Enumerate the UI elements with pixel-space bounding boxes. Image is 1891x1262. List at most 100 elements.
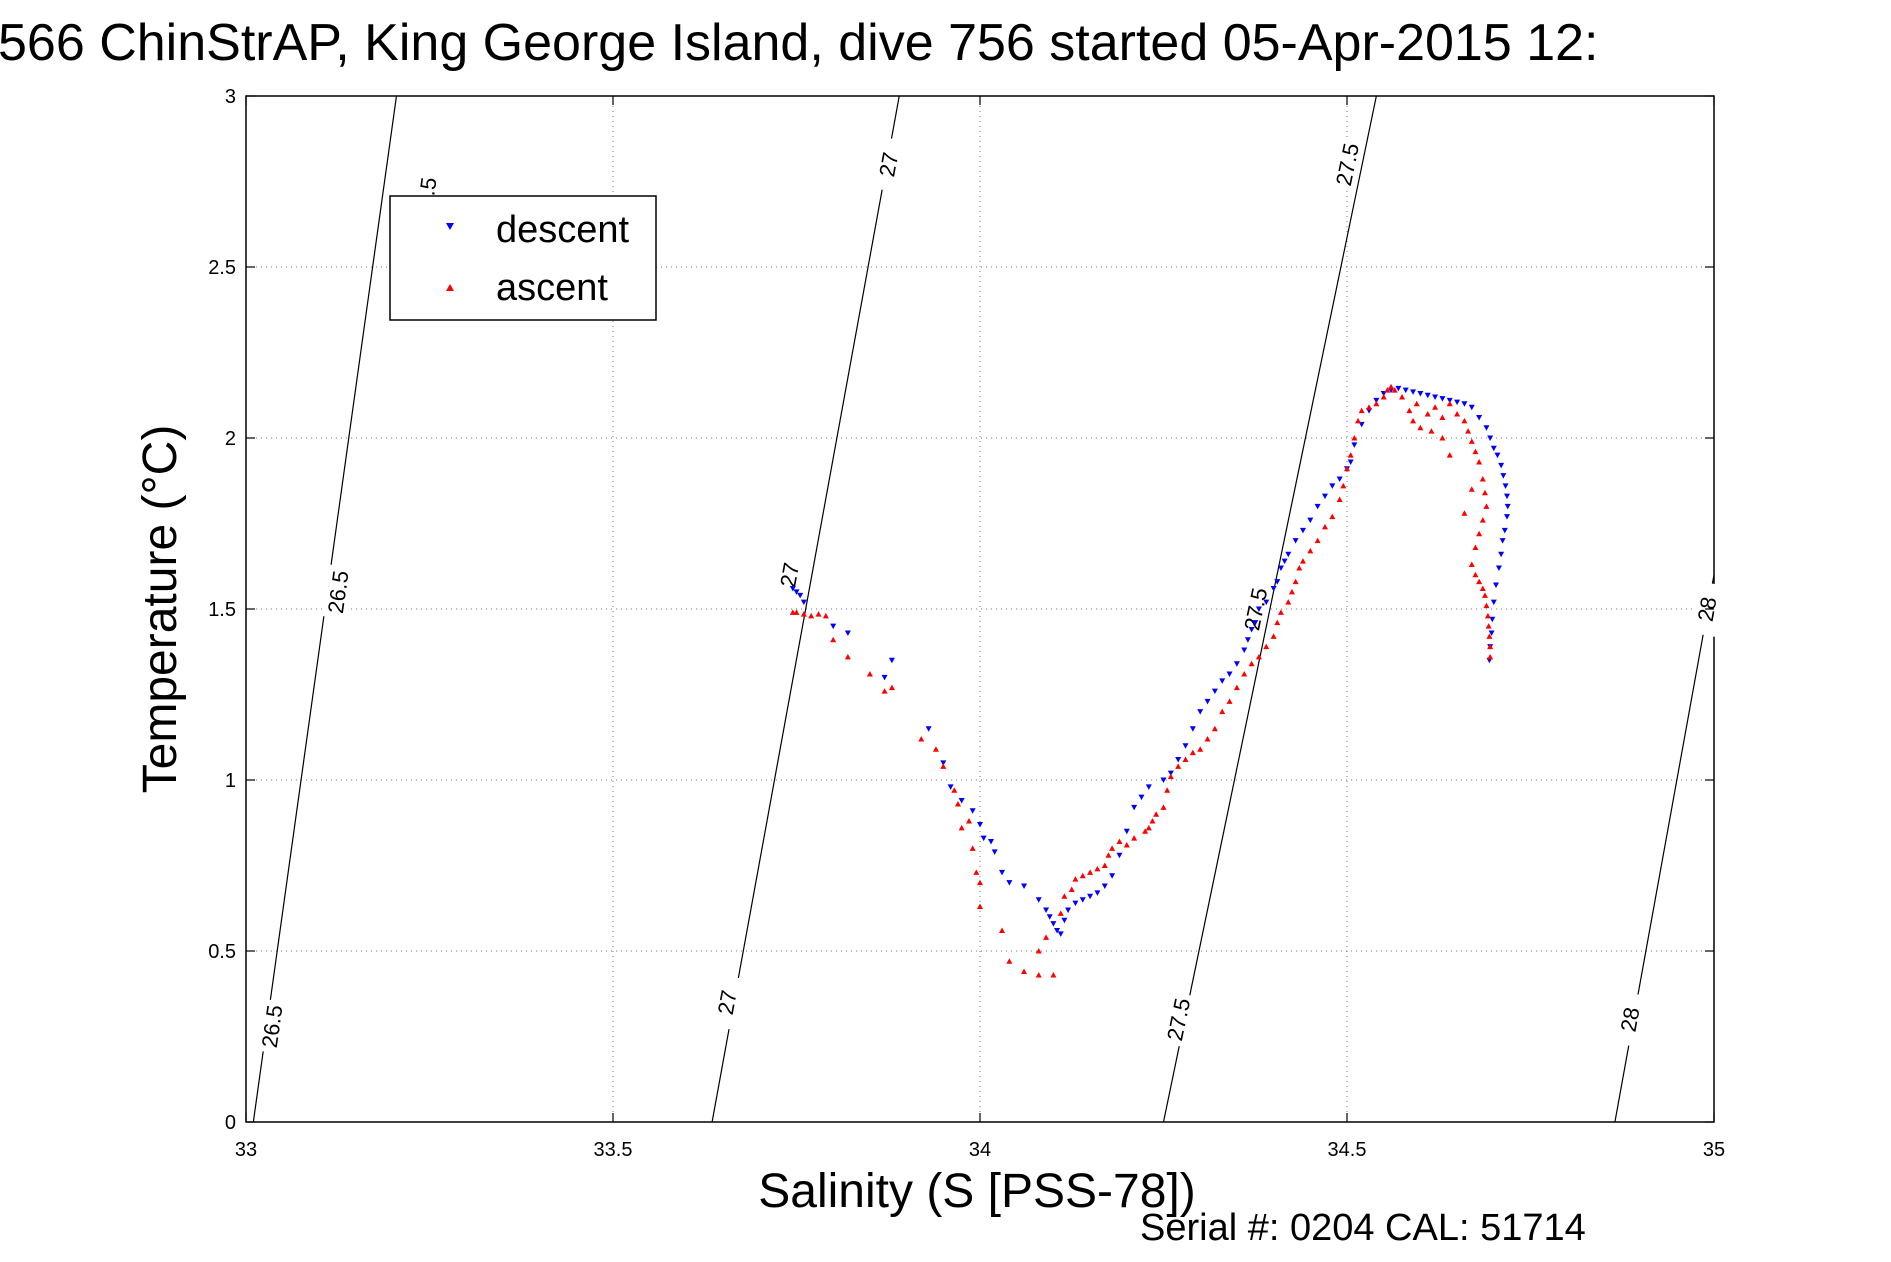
ascent-point: [1219, 708, 1226, 715]
contour-label-backing: [709, 974, 745, 1031]
density-contour-label: 26.5: [323, 569, 354, 615]
chart-title: 566 ChinStrAP, King George Island, dive …: [0, 14, 1599, 72]
descent-point: [991, 849, 998, 855]
ascent-point: [1277, 609, 1284, 615]
descent-point: [1072, 900, 1079, 907]
ascent-point: [1101, 862, 1108, 868]
descent-point: [947, 784, 954, 790]
descent-point: [1189, 726, 1196, 732]
ascent-point: [1307, 547, 1314, 554]
ascent-point: [951, 787, 958, 793]
ascent-point: [1094, 865, 1101, 872]
x-tick-label: 33.5: [594, 1139, 633, 1161]
descent-point: [1131, 804, 1138, 811]
series-ascent: [789, 383, 1494, 978]
ascent-point: [1131, 835, 1138, 841]
descent-point: [1061, 917, 1068, 924]
ascent-point: [1123, 841, 1130, 848]
descent-point: [1500, 473, 1507, 479]
descent-point: [1424, 392, 1431, 399]
ascent-point: [1109, 845, 1116, 851]
descent-point: [1145, 784, 1152, 790]
y-tick-label: 2.5: [208, 257, 236, 279]
descent-point: [1476, 414, 1483, 421]
ascent-point: [1087, 869, 1094, 875]
ascent-point: [1384, 387, 1391, 393]
ascent-point: [1153, 811, 1160, 817]
descent-point: [1347, 459, 1354, 465]
descent-point: [925, 726, 932, 732]
density-contour-label: 27: [775, 561, 804, 590]
ascent-point: [800, 611, 807, 617]
ascent-point: [977, 879, 983, 886]
descent-point: [1502, 483, 1509, 489]
ascent-point: [1263, 643, 1270, 650]
ascent-point: [1486, 633, 1493, 639]
descent-point: [1035, 897, 1042, 903]
descent-point: [1123, 828, 1130, 835]
ascent-point: [1373, 400, 1380, 407]
descent-point: [1241, 647, 1248, 654]
descent-point: [1454, 399, 1461, 406]
descent-point: [1204, 698, 1211, 705]
ascent-point: [1476, 458, 1483, 465]
ascent-point: [1487, 643, 1494, 650]
ascent-point: [808, 612, 815, 619]
legend-ascent-label: ascent: [496, 267, 608, 309]
descent-point: [1160, 777, 1167, 783]
ascent-point: [1226, 698, 1233, 704]
descent-point: [1461, 401, 1468, 407]
density-contour-label: 28: [1616, 1005, 1645, 1034]
descent-point: [1138, 794, 1145, 801]
descent-point: [1021, 883, 1028, 890]
ascent-point: [1182, 756, 1189, 762]
ascent-point: [1472, 448, 1479, 455]
x-tick-label: 34: [969, 1139, 991, 1161]
descent-point: [1274, 579, 1281, 585]
ascent-point: [1351, 435, 1358, 441]
descent-point: [1488, 630, 1495, 636]
descent-point: [1248, 627, 1255, 633]
descent-point: [977, 821, 983, 828]
ascent-point: [1241, 670, 1248, 677]
ascent-point: [1472, 571, 1479, 578]
descent-point: [1087, 893, 1094, 900]
ascent-point: [1410, 417, 1417, 424]
ascent-point: [1288, 588, 1295, 595]
y-tick-label: 1.5: [208, 599, 236, 621]
ascent-point: [1446, 400, 1453, 407]
ascent-point: [1296, 564, 1303, 571]
ascent-point: [1479, 476, 1486, 482]
ascent-point: [1050, 971, 1057, 978]
ascent-point: [1461, 417, 1468, 424]
descent-point: [1504, 493, 1511, 500]
descent-point: [1307, 517, 1314, 524]
ascent-point: [1487, 653, 1494, 660]
ascent-point: [815, 611, 822, 617]
descent-point: [969, 808, 976, 814]
triangle-up-icon: [446, 284, 454, 291]
ascent-point: [1035, 948, 1042, 954]
descent-point: [1101, 883, 1108, 890]
y-tick-label: 3: [225, 86, 236, 108]
descent-point: [1446, 397, 1453, 404]
descent-point: [1270, 585, 1277, 592]
descent-point: [1439, 396, 1446, 402]
contour-label-backing: [321, 564, 355, 620]
contour-label-backing: [255, 998, 289, 1054]
ascent-point: [844, 653, 851, 660]
y-tick-label: 2: [225, 428, 236, 450]
ascent-point: [1079, 872, 1086, 879]
descent-point: [1109, 873, 1116, 879]
y-tick-label: 0.5: [208, 941, 236, 963]
legend: descent ascent: [389, 195, 657, 321]
ascent-point: [977, 903, 983, 910]
descent-point: [1285, 551, 1292, 558]
legend-descent-label: descent: [496, 209, 630, 251]
descent-point: [1504, 503, 1511, 510]
ascent-point: [1336, 496, 1343, 503]
ascent-point: [1072, 876, 1079, 882]
contour-label-backing: [1612, 991, 1648, 1048]
ascent-point: [830, 636, 837, 643]
